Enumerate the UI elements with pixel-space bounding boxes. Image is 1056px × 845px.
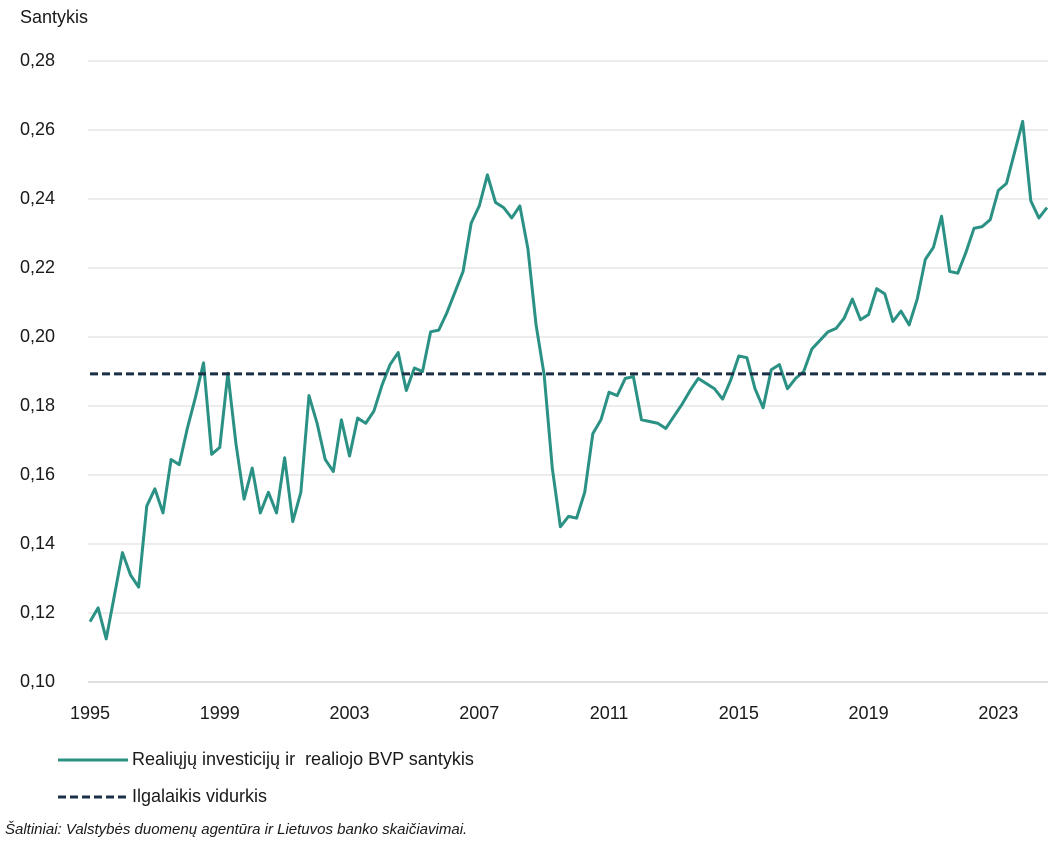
x-tick-label: 1995 <box>70 703 110 723</box>
y-tick-label: 0,20 <box>20 326 55 346</box>
x-tick-label: 2003 <box>330 703 370 723</box>
x-tick-label: 1999 <box>200 703 240 723</box>
y-tick-label: 0,10 <box>20 671 55 691</box>
y-tick-label: 0,14 <box>20 533 55 553</box>
x-tick-label: 2011 <box>590 703 629 723</box>
legend-label: Realiųjų investicijų ir realiojo BVP san… <box>132 749 474 769</box>
x-tick-label: 2023 <box>978 703 1018 723</box>
x-tick-label: 2015 <box>719 703 759 723</box>
y-axis-label: Santykis <box>20 7 88 27</box>
series-line <box>88 119 1049 641</box>
y-tick-label: 0,18 <box>20 395 55 415</box>
y-tick-label: 0,16 <box>20 464 55 484</box>
x-tick-label: 2007 <box>459 703 499 723</box>
y-tick-label: 0,22 <box>20 257 55 277</box>
y-tick-label: 0,12 <box>20 602 55 622</box>
y-tick-label: 0,26 <box>20 119 55 139</box>
legend-label: Ilgalaikis vidurkis <box>132 786 267 806</box>
y-tick-label: 0,24 <box>20 188 55 208</box>
y-tick-label: 0,28 <box>20 50 55 70</box>
x-tick-label: 2019 <box>849 703 889 723</box>
source-note: Šaltiniai: Valstybės duomenų agentūra ir… <box>5 821 467 838</box>
